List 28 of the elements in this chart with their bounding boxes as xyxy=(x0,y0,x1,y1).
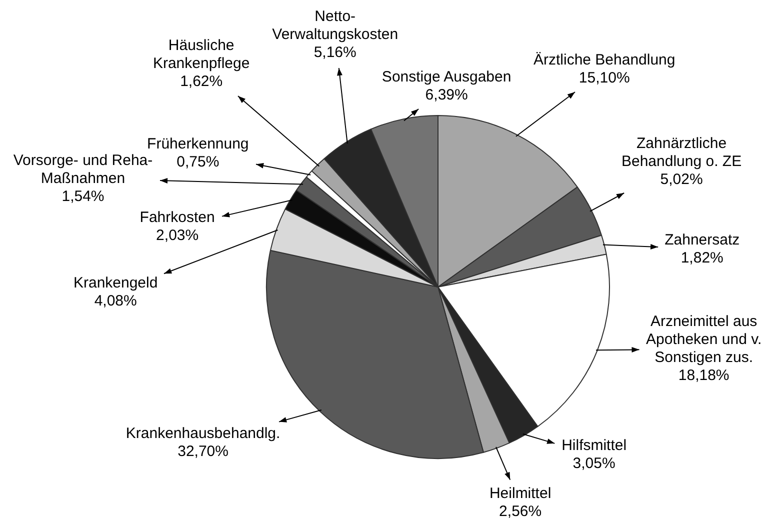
slice-label: Früherkennung xyxy=(147,135,249,152)
slice-label: Ärztliche Behandlung xyxy=(533,51,676,68)
slice-label: Häusliche Krankenpflege xyxy=(152,37,250,72)
data-label: 5,16% xyxy=(314,44,356,62)
slice-label: Arzneimittel aus Apotheken und v. Sonstigen zus. xyxy=(646,312,762,366)
data-label: 0,75% xyxy=(176,153,220,170)
data-label: 2,03% xyxy=(156,227,199,244)
data-label: 1,54% xyxy=(62,188,104,206)
slice-label: Netto- Verwaltungskosten xyxy=(272,8,398,44)
slice-label: Fahrkosten xyxy=(140,209,215,226)
slice-label: Zahnersatz xyxy=(664,231,740,248)
data-label: 5,02% xyxy=(660,170,703,188)
data-label: 6,39% xyxy=(425,86,468,104)
slice-label: Zahnärztliche Behandlung o. ZE xyxy=(621,134,742,170)
slice-label: Krankenhausbehandlg. xyxy=(126,425,280,442)
data-label: 1,62% xyxy=(180,73,223,90)
data-label: 15,10% xyxy=(578,69,630,86)
data-label: 4,08% xyxy=(94,292,137,310)
data-label: 18,18% xyxy=(678,366,730,384)
slice-label: Vorsorge- und Reha- Maßnahmen xyxy=(13,152,153,188)
slice-label: Sonstige Ausgaben xyxy=(382,68,512,86)
slice-label: Heilmittel xyxy=(489,485,552,502)
data-label: 3,05% xyxy=(572,455,616,472)
slice-label: Hilfsmittel xyxy=(562,437,627,454)
data-label: 2,56% xyxy=(499,503,542,520)
data-label: 32,70% xyxy=(178,443,228,460)
data-label: 1,82% xyxy=(680,249,724,266)
slice-label: Krankengeld xyxy=(73,274,158,292)
